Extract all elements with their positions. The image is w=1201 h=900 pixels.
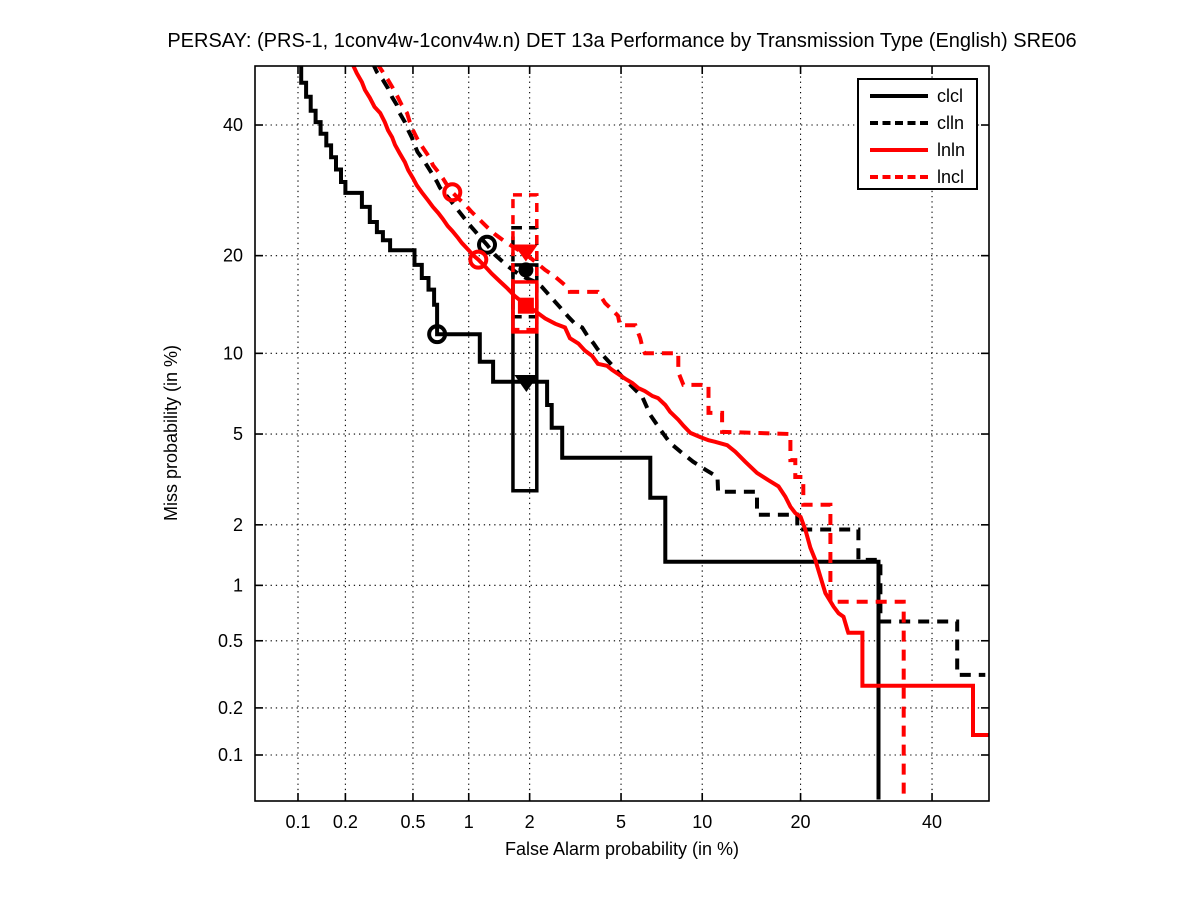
legend-label-clln: clln (937, 113, 965, 133)
y-tick-label-0.1: 0.1 (218, 745, 243, 765)
x-tick-label-0.1: 0.1 (285, 812, 310, 832)
legend-line-sample-lncl (870, 175, 928, 179)
act-dcf-marker-lnln (517, 297, 534, 314)
curves-layer (299, 66, 989, 800)
curve-clcl (299, 66, 881, 800)
plot-title: PERSAY: (PRS-1, 1conv4w-1conv4w.n) DET 1… (167, 30, 1077, 52)
x-tick-label-20: 20 (791, 812, 811, 832)
x-tick-label-2: 2 (525, 812, 535, 832)
legend-item-lnln: lnln (859, 136, 976, 164)
legend-item-lncl: lncl (859, 163, 976, 191)
legend-item-clcl: clcl (859, 82, 976, 110)
curve-clln (371, 66, 986, 677)
legend-label-clcl: clcl (937, 86, 963, 106)
x-tick-label-1: 1 (464, 812, 474, 832)
x-axis-label: False Alarm probability (in %) (504, 839, 740, 859)
tick-labels: 0.1 0.2 0.5 1 2 5 10 20 40 0.1 0.2 0.5 1 2 5 10 20 40 (218, 115, 942, 832)
act-dcf-marker-clln (518, 262, 534, 278)
axes (254, 65, 990, 802)
y-tick-label-20: 20 (223, 246, 243, 266)
min-dcf-marker-lnln (468, 249, 489, 270)
legend-box: clcl clln lnln lncl (857, 78, 978, 190)
x-tick-label-10: 10 (692, 812, 712, 832)
y-tick-label-0.2: 0.2 (218, 698, 243, 718)
act-dcf-marker-lncl (513, 244, 538, 262)
x-tick-label-5: 5 (616, 812, 626, 832)
legend-line-sample-clcl (870, 94, 928, 98)
y-tick-label-2: 2 (233, 515, 243, 535)
legend-item-clln: clln (859, 109, 976, 137)
curve-lnln (351, 66, 989, 737)
y-axis-label: Miss probability (in %) (161, 344, 181, 522)
y-tick-label-1: 1 (233, 575, 243, 595)
min-dcf-marker-clln (477, 234, 498, 255)
x-tick-label-40: 40 (922, 812, 942, 832)
legend-line-sample-lnln (870, 148, 928, 152)
y-tick-label-5: 5 (233, 424, 243, 444)
legend-label-lncl: lncl (937, 167, 965, 187)
y-tick-label-0.5: 0.5 (218, 631, 243, 651)
min-dcf-marker-lncl (442, 182, 463, 203)
x-tick-label-0.5: 0.5 (400, 812, 425, 832)
curve-lncl (376, 66, 906, 797)
act-dcf-marker-clcl (514, 375, 539, 393)
x-tick-label-0.2: 0.2 (333, 812, 358, 832)
legend-line-sample-clln (870, 121, 928, 125)
y-tick-label-10: 10 (223, 343, 243, 363)
min-dcf-marker-clcl (427, 324, 448, 345)
y-tick-label-40: 40 (223, 115, 243, 135)
legend-label-lnln: lnln (937, 140, 966, 160)
